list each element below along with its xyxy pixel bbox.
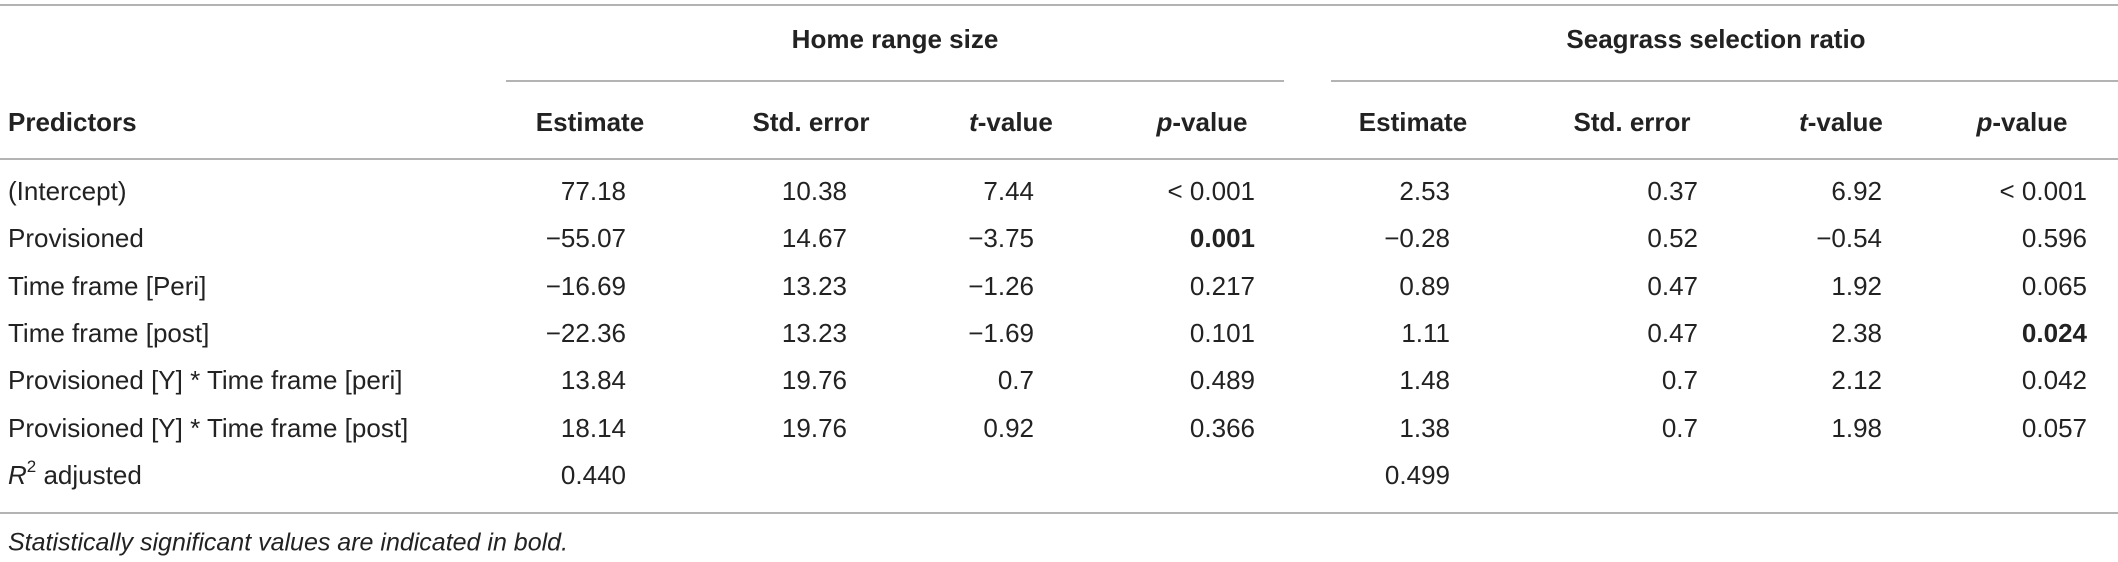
- column-header: Std. error: [752, 107, 869, 137]
- column-header: Estimate: [536, 107, 644, 137]
- text-part: 2: [27, 457, 36, 476]
- text-part: -value: [1172, 107, 1247, 137]
- cell: 13.23: [782, 271, 847, 301]
- row-label: Provisioned [Y] * Time frame [post]: [8, 413, 408, 443]
- cell: 13.84: [561, 365, 626, 395]
- cell: 0.057: [2022, 413, 2087, 443]
- cell: −1.26: [968, 271, 1034, 301]
- text-part: adjusted: [36, 460, 142, 490]
- column-header: t-value: [969, 107, 1053, 137]
- cell: 1.11: [1401, 318, 1450, 348]
- cell: 2.38: [1831, 318, 1882, 348]
- cell: 0.366: [1190, 413, 1255, 443]
- cell: 1.38: [1399, 413, 1450, 443]
- cell: 0.499: [1385, 460, 1450, 490]
- row-label: R2 adjusted: [8, 457, 142, 490]
- cell: 1.48: [1399, 365, 1450, 395]
- cell: 1.98: [1831, 413, 1882, 443]
- footnote: Statistically significant values are ind…: [8, 529, 568, 557]
- cell: −0.54: [1816, 223, 1882, 253]
- cell: 0.101: [1190, 318, 1255, 348]
- cell: 0.89: [1399, 271, 1450, 301]
- row-label: Time frame [Peri]: [8, 271, 206, 301]
- text-part: Provisioned [Y] * Time frame [post]: [8, 413, 408, 443]
- cell: 0.217: [1190, 271, 1255, 301]
- cell: −16.69: [546, 271, 626, 301]
- cell: 0.440: [561, 460, 626, 490]
- group-header: Home range size: [792, 24, 999, 54]
- row-label: Time frame [post]: [8, 318, 209, 348]
- cell: 0.042: [2022, 365, 2087, 395]
- text-part: -value: [978, 107, 1053, 137]
- cell: 14.67: [782, 223, 847, 253]
- text-part: Estimate: [536, 107, 644, 137]
- cell: 77.18: [561, 176, 626, 206]
- text-part: R: [8, 460, 27, 490]
- cell: 2.53: [1399, 176, 1450, 206]
- column-header: Std. error: [1573, 107, 1690, 137]
- cell: 18.14: [561, 413, 626, 443]
- stub-header: Predictors: [8, 107, 137, 137]
- cell: 0.001: [1190, 223, 1255, 253]
- text-part: Estimate: [1359, 107, 1467, 137]
- cell: −1.69: [968, 318, 1034, 348]
- text-part: -value: [1992, 107, 2067, 137]
- row-label: (Intercept): [8, 176, 127, 206]
- text-part: Provisioned: [8, 223, 144, 253]
- cell: 19.76: [782, 413, 847, 443]
- cell: 0.489: [1190, 365, 1255, 395]
- group-header: Seagrass selection ratio: [1566, 24, 1865, 54]
- text-part: Time frame [Peri]: [8, 271, 206, 301]
- cell: 7.44: [983, 176, 1034, 206]
- column-header: p-value: [1975, 107, 2067, 137]
- cell: < 0.001: [1168, 176, 1255, 206]
- column-header: t-value: [1799, 107, 1883, 137]
- cell: 0.47: [1647, 318, 1698, 348]
- text-part: p: [1155, 107, 1172, 137]
- column-header: p-value: [1155, 107, 1247, 137]
- text-part: Time frame [post]: [8, 318, 209, 348]
- cell: −3.75: [968, 223, 1034, 253]
- text-part: t: [969, 107, 979, 137]
- text-part: Provisioned [Y] * Time frame [peri]: [8, 365, 402, 395]
- column-header: Estimate: [1359, 107, 1467, 137]
- cell: < 0.001: [2000, 176, 2087, 206]
- cell: 0.7: [1662, 413, 1698, 443]
- text-part: Std. error: [1573, 107, 1690, 137]
- cell: 0.596: [2022, 223, 2087, 253]
- text-part: -value: [1808, 107, 1883, 137]
- cell: 0.92: [983, 413, 1034, 443]
- text-part: t: [1799, 107, 1809, 137]
- cell: 0.7: [998, 365, 1034, 395]
- text-part: p: [1975, 107, 1992, 137]
- text-part: Std. error: [752, 107, 869, 137]
- cell: 0.065: [2022, 271, 2087, 301]
- cell: 1.92: [1831, 271, 1882, 301]
- cell: 10.38: [782, 176, 847, 206]
- cell: 0.024: [2022, 318, 2088, 348]
- row-label: Provisioned: [8, 223, 144, 253]
- cell: 2.12: [1831, 365, 1882, 395]
- cell: −55.07: [546, 223, 626, 253]
- cell: 0.47: [1647, 271, 1698, 301]
- cell: 0.37: [1647, 176, 1698, 206]
- cell: 0.7: [1662, 365, 1698, 395]
- row-label: Provisioned [Y] * Time frame [peri]: [8, 365, 402, 395]
- cell: 19.76: [782, 365, 847, 395]
- cell: −22.36: [546, 318, 626, 348]
- cell: −0.28: [1384, 223, 1450, 253]
- cell: 6.92: [1831, 176, 1882, 206]
- cell: 13.23: [782, 318, 847, 348]
- text-part: (Intercept): [8, 176, 127, 206]
- cell: 0.52: [1647, 223, 1698, 253]
